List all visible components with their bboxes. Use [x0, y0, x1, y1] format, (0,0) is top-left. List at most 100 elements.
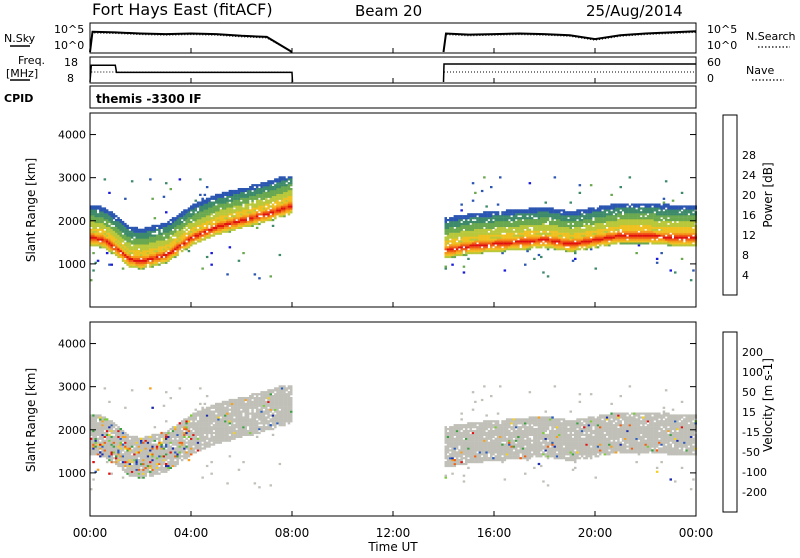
power-cell [542, 223, 545, 225]
power-cell [263, 215, 266, 217]
power-cell [283, 182, 286, 184]
power-cell [520, 235, 523, 237]
power-cell [624, 238, 627, 240]
power-cell [129, 233, 132, 235]
power-cell [208, 235, 211, 237]
velocity-cell [151, 465, 154, 467]
power-cell [670, 209, 673, 211]
power-cell [572, 215, 575, 217]
power-cell [522, 246, 525, 248]
power-cell [210, 229, 213, 231]
power-cell [685, 238, 688, 240]
velocity-cell [106, 451, 109, 453]
power-cell [245, 209, 248, 211]
velocity-cell [131, 465, 134, 467]
power-cell [99, 225, 102, 227]
power-cell [688, 221, 691, 223]
power-cell [131, 256, 134, 258]
velocity-cell [197, 430, 200, 432]
power-cell [690, 225, 693, 227]
power-cell [140, 235, 143, 237]
power-cell [179, 223, 182, 225]
power-cell [129, 256, 132, 258]
power-cell [154, 244, 157, 246]
power-cell [681, 238, 684, 240]
power-cell [547, 246, 550, 248]
power-cell [467, 250, 470, 252]
velocity-cell [183, 426, 186, 428]
power-cell [647, 233, 650, 235]
power-cell [617, 231, 620, 233]
velocity-cell [179, 387, 182, 389]
power-cell [454, 231, 457, 233]
power-cell [163, 248, 166, 250]
power-cell [138, 233, 141, 235]
power-cell [172, 240, 175, 242]
velocity-cell [133, 459, 136, 461]
velocity-cell [136, 459, 139, 461]
velocity-cell [181, 451, 184, 453]
power-cell [231, 215, 234, 217]
power-cell [95, 225, 98, 227]
power-cell [504, 231, 507, 233]
power-cell [213, 223, 216, 225]
velocity-cell [179, 446, 182, 448]
power-cell [656, 223, 659, 225]
velocity-cell [101, 436, 104, 438]
velocity-cell [138, 469, 141, 471]
power-cell [283, 198, 286, 200]
power-cell [92, 225, 95, 227]
velocity-cell [165, 420, 168, 422]
power-cell [606, 221, 609, 223]
velocity-cell [154, 426, 157, 428]
power-cell [638, 229, 641, 231]
power-cell [483, 217, 486, 219]
power-cell [136, 244, 139, 246]
power-cell [676, 219, 679, 221]
power-cell [574, 221, 577, 223]
power-cell [111, 264, 114, 266]
power-cell [622, 237, 625, 239]
velocity-cell [92, 440, 95, 442]
power-cell [488, 240, 491, 242]
power-cell [515, 231, 518, 233]
power-cell [622, 223, 625, 225]
velocity-cell [179, 424, 182, 426]
power-cell [263, 221, 266, 223]
power-cell [638, 213, 641, 215]
power-cell [533, 229, 536, 231]
power-cell [456, 223, 459, 225]
velocity-cell [120, 459, 123, 461]
power-cell [447, 229, 450, 231]
power-cell [149, 256, 152, 258]
power-cell [210, 207, 213, 209]
power-cell [290, 196, 293, 198]
power-cell [183, 217, 186, 219]
power-cell [238, 223, 241, 225]
power-cell [217, 202, 220, 204]
velocity-cell [185, 426, 188, 428]
velocity-cell [108, 442, 111, 444]
power-cell [499, 231, 502, 233]
power-cell [224, 192, 227, 194]
power-cell [154, 250, 157, 252]
velocity-cell [92, 420, 95, 422]
power-cell [672, 211, 675, 213]
velocity-cell [149, 475, 152, 477]
power-cell [688, 240, 691, 242]
power-cell [192, 207, 195, 209]
power-cell [154, 262, 157, 264]
power-cell [501, 250, 504, 252]
power-cell [665, 180, 668, 182]
power-cell [285, 196, 288, 198]
power-cell [260, 192, 263, 194]
power-cell [656, 213, 659, 215]
power-cell [574, 215, 577, 217]
power-cell [517, 237, 520, 239]
velocity-cell [113, 436, 116, 438]
velocity-cell [160, 459, 163, 461]
power-cell [263, 217, 266, 219]
power-cell [535, 240, 538, 242]
power-cell [613, 219, 616, 221]
power-cell [660, 233, 663, 235]
